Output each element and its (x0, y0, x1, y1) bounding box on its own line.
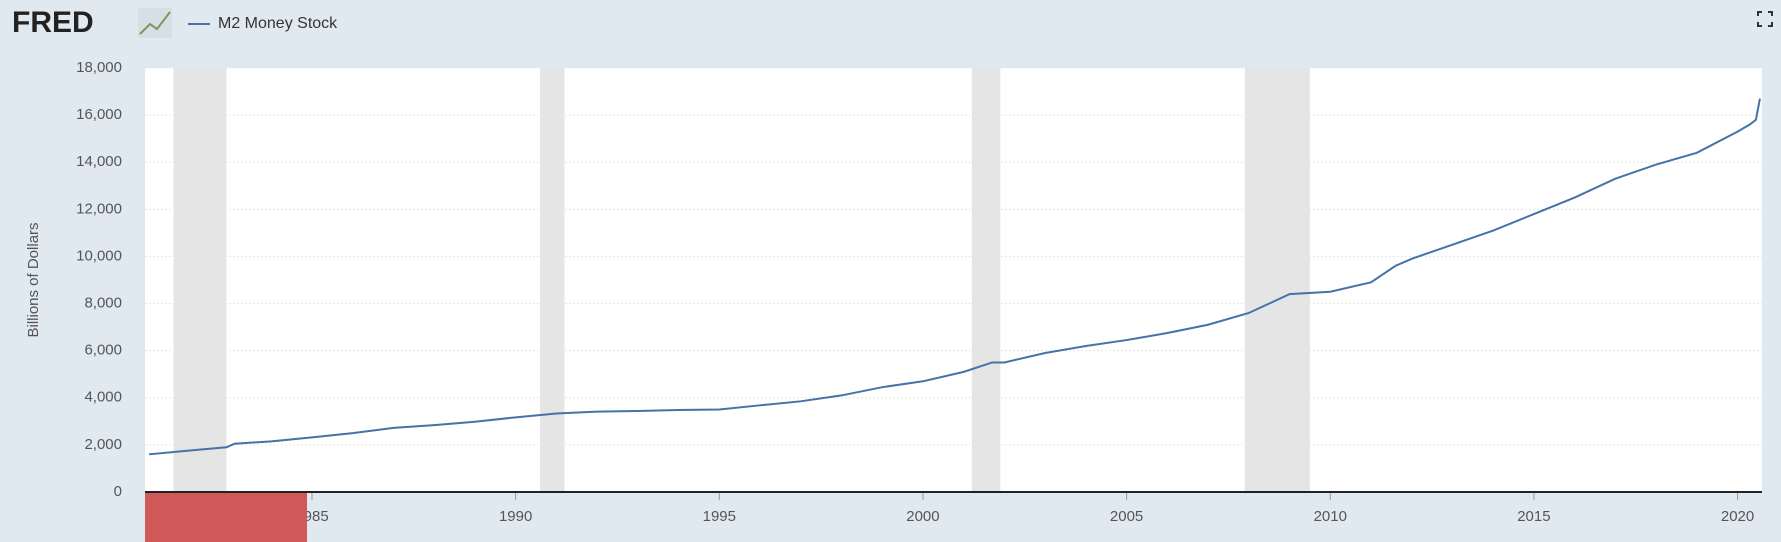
x-tick-label: 1990 (499, 508, 532, 525)
navigator-overlay (145, 493, 307, 542)
y-tick-label: 10,000 (76, 247, 122, 264)
recession-band (1244, 68, 1310, 492)
y-tick-label: 6,000 (84, 342, 122, 359)
y-tick-label: 2,000 (84, 436, 122, 453)
y-tick-label: 8,000 (84, 295, 122, 312)
y-axis-label: Billions of Dollars (25, 222, 42, 337)
x-tick-label: 1995 (703, 508, 736, 525)
x-tick-label: 2015 (1517, 508, 1550, 525)
y-tick-label: 18,000 (76, 59, 122, 76)
recession-band (971, 68, 1001, 492)
logo-icon (138, 8, 172, 38)
data-line (148, 98, 1761, 456)
x-tick-label: 2010 (1314, 508, 1347, 525)
y-tick-label: 0 (114, 483, 122, 500)
y-tick-label: 16,000 (76, 106, 122, 123)
recession-band (540, 68, 565, 492)
y-tick-label: 12,000 (76, 200, 122, 217)
x-tick-label: 2000 (906, 508, 939, 525)
recession-band (173, 68, 227, 492)
fullscreen-icon[interactable] (1757, 11, 1773, 27)
y-tick-label: 4,000 (84, 389, 122, 406)
brand-logo: FRED (12, 6, 94, 39)
x-tick-label: 2005 (1110, 508, 1143, 525)
y-tick-label: 14,000 (76, 153, 122, 170)
x-tick-label: 2020 (1721, 508, 1754, 525)
legend-label: M2 Money Stock (218, 15, 338, 32)
plot-area (145, 68, 1762, 492)
